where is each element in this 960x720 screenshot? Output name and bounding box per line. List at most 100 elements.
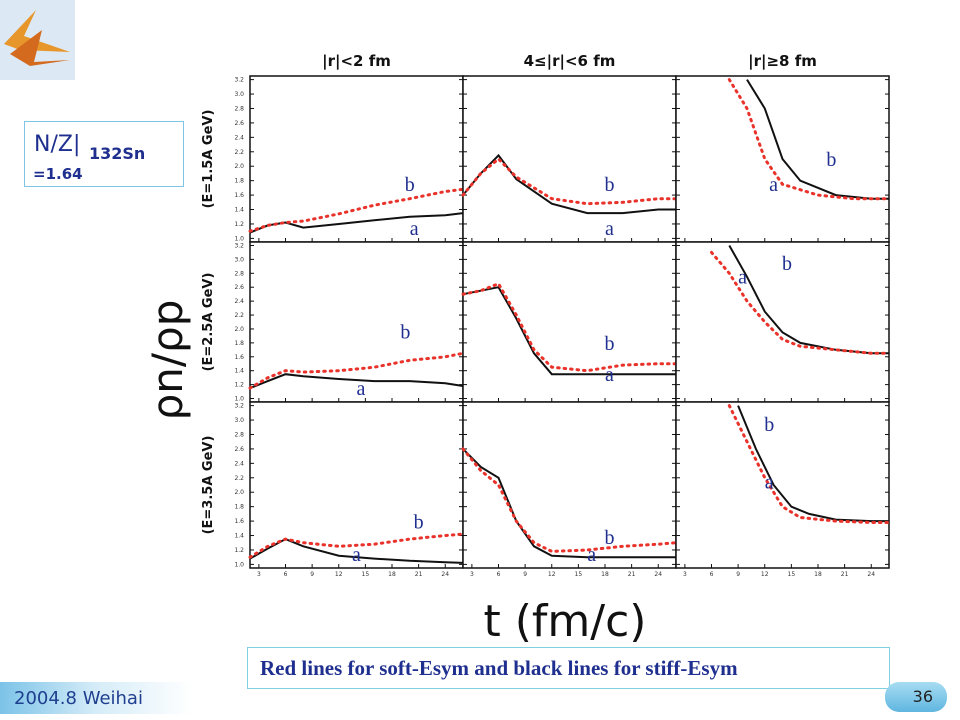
panel-r1-c1: ba bbox=[248, 75, 465, 243]
y-tick-label: 1.8 bbox=[234, 340, 244, 347]
x-tick-label: 6 bbox=[710, 571, 714, 578]
x-tick-label: 24 bbox=[441, 571, 449, 578]
y-tick-label: 2.2 bbox=[234, 312, 244, 319]
column-title-1: |r|<2 fm bbox=[322, 52, 391, 71]
caption-box: Red lines for soft-Esym and black lines … bbox=[247, 647, 890, 689]
y-tick-label: 3.2 bbox=[234, 242, 244, 249]
x-tick-label: 9 bbox=[310, 571, 314, 578]
y-axis-label-group: ρn/ρp bbox=[143, 300, 192, 421]
soft-esym-curve bbox=[727, 78, 891, 201]
stiff-esym-curve bbox=[462, 286, 676, 376]
soft-esym-curve bbox=[248, 187, 465, 233]
curve-label-a: a bbox=[410, 218, 419, 240]
x-tick-label: 18 bbox=[814, 571, 822, 578]
x-tick-label: 21 bbox=[628, 571, 636, 578]
y-tick-label: 2.4 bbox=[234, 134, 244, 141]
y-tick-label: 1.0 bbox=[234, 235, 244, 242]
y-tick-label: 1.2 bbox=[234, 382, 244, 389]
panel-frame bbox=[249, 241, 464, 403]
panel-frame bbox=[462, 241, 677, 403]
nz-ratio-label: N/Z| bbox=[34, 132, 81, 157]
column-title-2: 4≤|r|<6 fm bbox=[524, 52, 616, 71]
curve-label-a: a bbox=[605, 364, 614, 386]
panel-frame bbox=[675, 401, 890, 569]
stiff-esym-curve bbox=[462, 448, 676, 559]
page-number: 36 bbox=[912, 687, 933, 706]
y-tick-label: 1.4 bbox=[234, 368, 244, 375]
curve-label-a: a bbox=[356, 378, 365, 400]
footer-date-venue: 2004.8 Weihai bbox=[0, 682, 192, 714]
nucleus-subscript: 132Sn bbox=[89, 144, 146, 163]
x-tick-label: 6 bbox=[284, 571, 288, 578]
panel-r2-c1: ba bbox=[248, 241, 465, 403]
institution-logo bbox=[0, 0, 75, 80]
x-tick-label: 3 bbox=[470, 571, 474, 578]
stiff-esym-curve bbox=[737, 405, 889, 523]
panel-r1-c3: ba bbox=[675, 75, 891, 243]
y-tick-label: 2.0 bbox=[234, 163, 244, 170]
footer-date-text: 2004.8 Weihai bbox=[14, 688, 143, 709]
y-tick-label: 2.6 bbox=[234, 284, 244, 291]
soft-esym-curve bbox=[727, 404, 891, 524]
soft-esym-curve bbox=[461, 156, 678, 206]
curve-label-b: b bbox=[405, 174, 415, 196]
soft-esym-curve bbox=[461, 281, 678, 373]
y-tick-label: 1.6 bbox=[234, 354, 244, 361]
panel-frame bbox=[249, 75, 464, 243]
column-titles: |r|<2 fm 4≤|r|<6 fm |r|≥8 fm bbox=[322, 52, 817, 71]
curve-label-b: b bbox=[604, 527, 614, 549]
soft-esym-curve bbox=[461, 447, 678, 553]
curve-label-b: b bbox=[764, 414, 774, 436]
curve-label-a: a bbox=[769, 174, 778, 196]
y-tick-label: 1.4 bbox=[234, 207, 244, 214]
x-tick-label: 12 bbox=[335, 571, 343, 578]
curve-label-a: a bbox=[765, 472, 774, 494]
x-tick-label: 6 bbox=[497, 571, 501, 578]
nz-ratio-box: N/Z| 132Sn =1.64 bbox=[24, 121, 184, 187]
y-tick-label: 1.2 bbox=[234, 547, 244, 554]
y-tick-label: 1.8 bbox=[234, 178, 244, 185]
curve-label-a: a bbox=[352, 544, 361, 566]
row-title-3: (E=3.5A GeV) bbox=[201, 436, 216, 535]
curve-label-b: b bbox=[782, 253, 792, 275]
y-tick-label: 1.8 bbox=[234, 504, 244, 511]
x-tick-label: 18 bbox=[388, 571, 396, 578]
curve-label-b: b bbox=[414, 511, 424, 533]
curve-label-a: a bbox=[587, 544, 596, 566]
y-axis-label: ρn/ρp bbox=[143, 300, 192, 421]
x-tick-label: 15 bbox=[788, 571, 796, 578]
y-tick-label: 2.0 bbox=[234, 326, 244, 333]
y-tick-label: 3.2 bbox=[234, 77, 244, 84]
y-tick-label: 2.4 bbox=[234, 298, 244, 305]
y-tick-label: 1.0 bbox=[234, 396, 244, 403]
soft-esym-curve bbox=[248, 351, 465, 390]
panel-r2-c3: ba bbox=[675, 241, 891, 403]
x-tick-label: 9 bbox=[523, 571, 527, 578]
x-tick-label: 9 bbox=[736, 571, 740, 578]
nz-ratio-value: =1.64 bbox=[33, 165, 83, 183]
y-tick-label: 2.8 bbox=[234, 431, 244, 438]
panel-r3-c1: ba bbox=[248, 401, 465, 569]
y-tick-label: 2.8 bbox=[234, 270, 244, 277]
y-tick-label: 2.6 bbox=[234, 446, 244, 453]
row-titles: (E=1.5A GeV) (E=2.5A GeV) (E=3.5A GeV) bbox=[201, 110, 216, 535]
x-tick-label: 21 bbox=[415, 571, 423, 578]
panel-grid: 1.01.21.41.61.82.02.22.42.62.83.03.21.01… bbox=[234, 75, 891, 578]
panel-frame bbox=[675, 241, 890, 403]
x-tick-label: 3 bbox=[683, 571, 687, 578]
y-tick-label: 2.0 bbox=[234, 489, 244, 496]
column-title-3: |r|≥8 fm bbox=[748, 52, 817, 71]
y-tick-label: 1.4 bbox=[234, 533, 244, 540]
y-tick-label: 1.6 bbox=[234, 518, 244, 525]
panel-r3-c3: ba bbox=[675, 401, 891, 569]
soft-esym-curve bbox=[248, 532, 465, 559]
stiff-esym-curve bbox=[462, 153, 676, 215]
curve-label-a: a bbox=[738, 267, 747, 289]
panel-frame bbox=[462, 401, 677, 569]
x-axis-label: t (fm/c) bbox=[484, 596, 647, 647]
page-number-badge: 36 bbox=[885, 682, 947, 712]
x-tick-label: 15 bbox=[575, 571, 583, 578]
soft-esym-curve bbox=[710, 250, 891, 355]
y-tick-label: 3.2 bbox=[234, 403, 244, 410]
y-tick-label: 2.2 bbox=[234, 475, 244, 482]
